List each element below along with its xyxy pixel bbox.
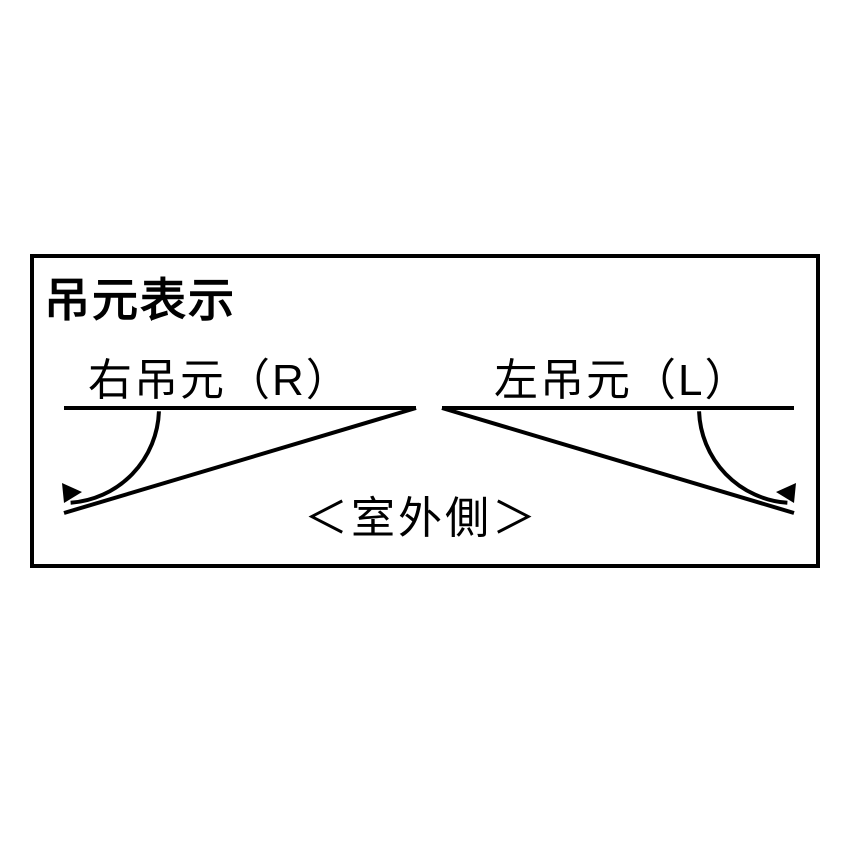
outside-label: ＜室外側＞: [304, 482, 539, 546]
stage: 吊元表示 右吊元（R） 左吊元（L） ＜室外側＞: [0, 0, 846, 846]
panel: 吊元表示 右吊元（R） 左吊元（L） ＜室外側＞: [30, 254, 820, 568]
